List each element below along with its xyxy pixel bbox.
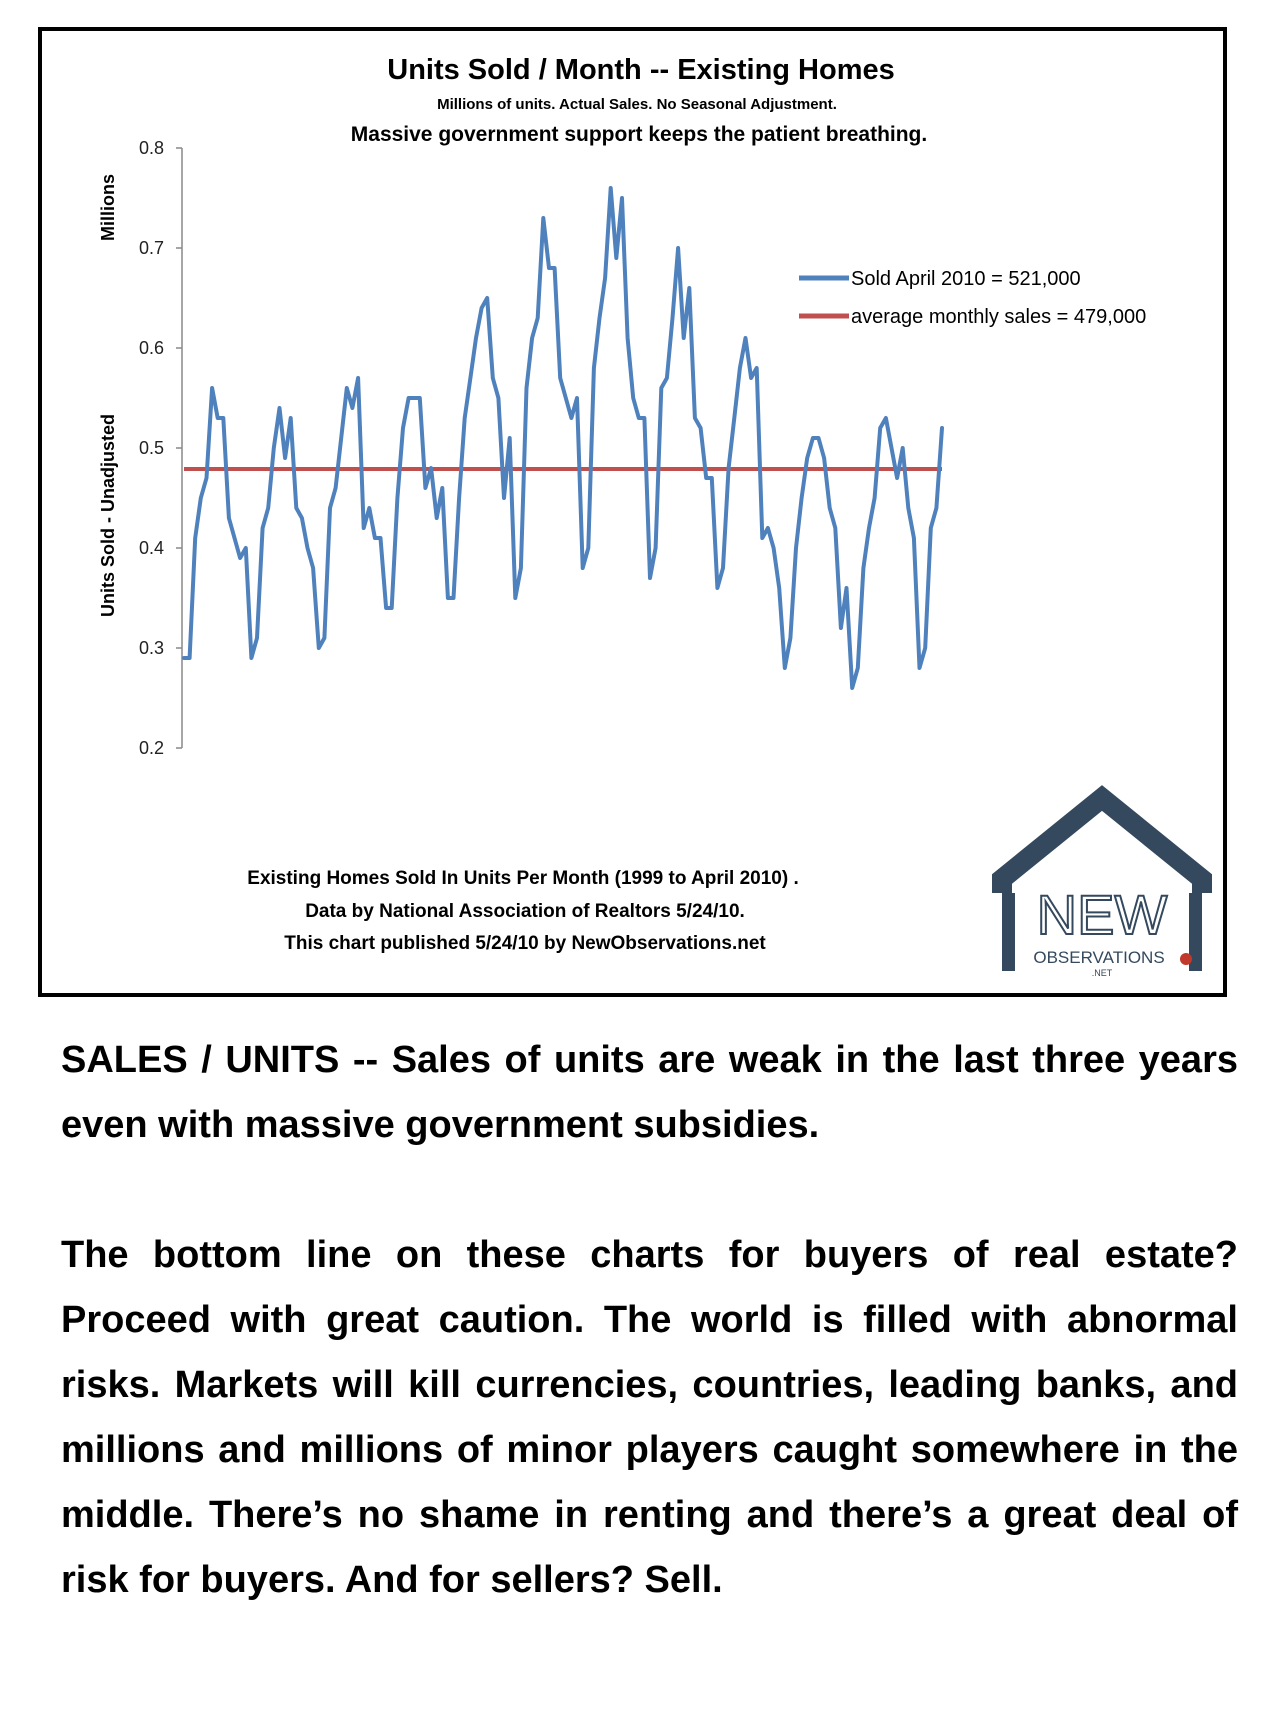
- chart-frame: Units Sold / Month -- Existing Homes Mil…: [38, 27, 1227, 997]
- logo-text-main: NEW: [1037, 883, 1168, 946]
- y-axis-label: Units Sold - Unadjusted: [98, 414, 118, 617]
- legend-label-average: average monthly sales = 479,000: [851, 306, 1146, 328]
- logo-text-sub: OBSERVATIONS: [1033, 948, 1164, 967]
- logo-wall-left: [1002, 893, 1015, 971]
- logo-roof-icon: [992, 785, 1212, 893]
- chart-note-1: Existing Homes Sold In Units Per Month (…: [247, 868, 798, 889]
- paragraph-sales-units: SALES / UNITS -- Sales of units are weak…: [61, 1039, 1238, 1146]
- chart-note-2: Data by National Association of Realtors…: [305, 901, 745, 922]
- legend-label-sold: Sold April 2010 = 521,000: [851, 268, 1081, 290]
- legend: Sold April 2010 = 521,000 average monthl…: [799, 268, 1146, 328]
- body-text: SALES / UNITS -- Sales of units are weak…: [61, 1028, 1238, 1613]
- logo-wall-right: [1189, 893, 1202, 971]
- y-tick-label: 0.3: [139, 638, 164, 658]
- sold-series: [182, 186, 944, 690]
- y-axis: 0.8 0.7 0.6 0.5 0.4 0.3 0.2: [139, 138, 183, 758]
- chart-note-3: This chart published 5/24/10 by NewObser…: [284, 933, 766, 954]
- y-tick-label: 0.5: [139, 438, 164, 458]
- chart-subtitle: Millions of units. Actual Sales. No Seas…: [437, 96, 837, 113]
- sold-line: [182, 186, 944, 690]
- logo-text-net: .NET: [1092, 968, 1113, 978]
- y-tick-label: 0.8: [139, 138, 164, 158]
- y-axis-unit-label: Millions: [98, 174, 118, 241]
- chart-title: Units Sold / Month -- Existing Homes: [387, 54, 895, 86]
- new-observations-logo: NEW OBSERVATIONS .NET: [992, 785, 1212, 978]
- y-tick-label: 0.2: [139, 738, 164, 758]
- line-chart: Units Sold / Month -- Existing Homes Mil…: [98, 54, 1212, 978]
- logo-flower-icon: [1180, 953, 1192, 965]
- y-tick-label: 0.6: [139, 338, 164, 358]
- y-tick-label: 0.7: [139, 238, 164, 258]
- y-tick-label: 0.4: [139, 538, 164, 558]
- chart-subtitle-2: Massive government support keeps the pat…: [351, 123, 927, 146]
- paragraph-bottom-line: The bottom line on these charts for buye…: [61, 1234, 1238, 1601]
